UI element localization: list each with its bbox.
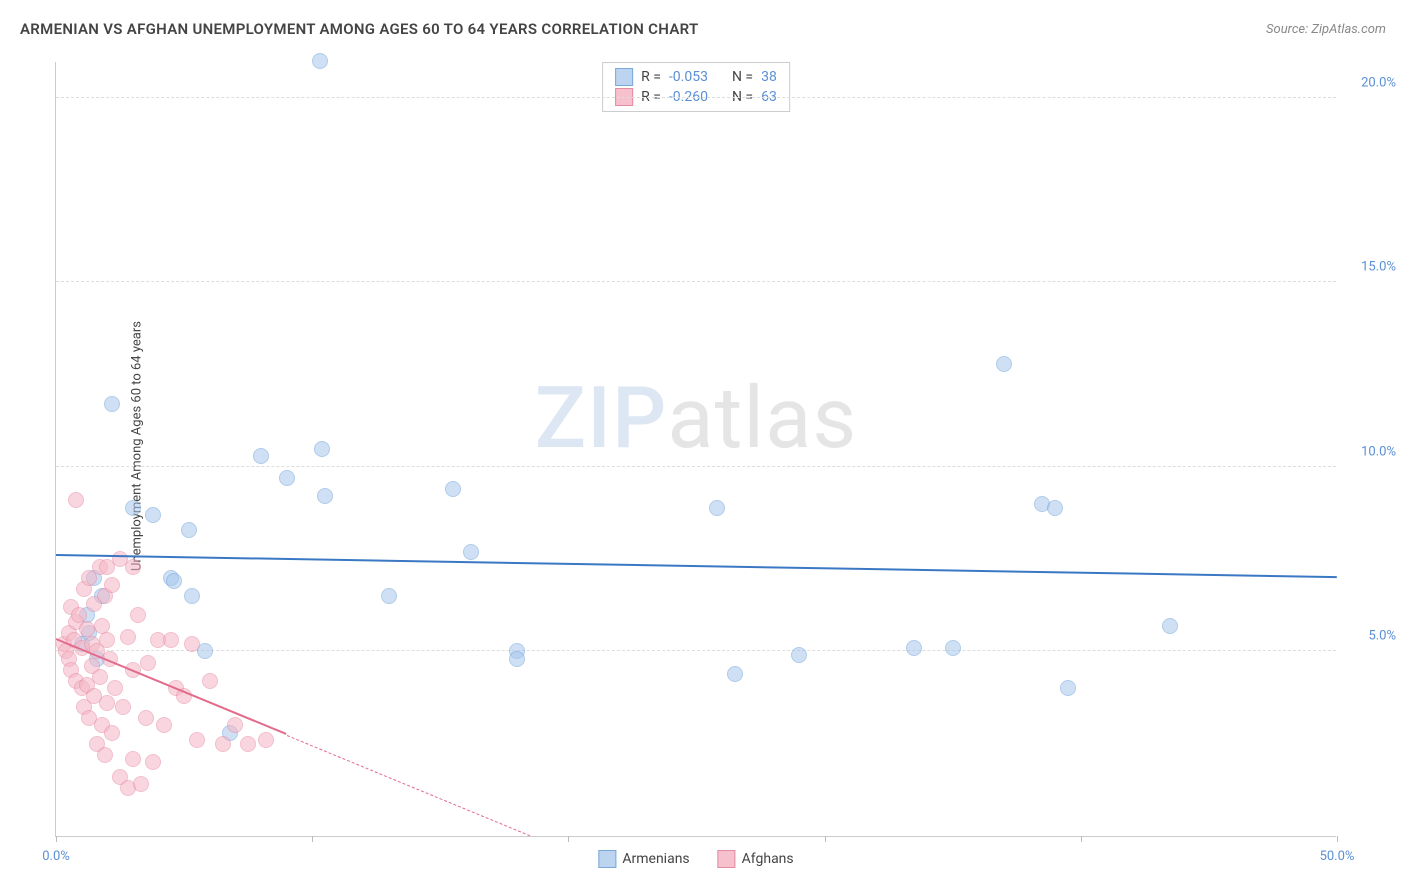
scatter-point [709,500,725,516]
scatter-point [71,607,87,623]
scatter-point [1047,500,1063,516]
scatter-point [445,481,461,497]
legend-swatch [598,850,616,868]
scatter-point [133,776,149,792]
x-tick [1081,836,1082,842]
scatter-point [107,680,123,696]
scatter-point [125,559,141,575]
y-tick-label: 5.0% [1368,629,1396,644]
scatter-point [99,695,115,711]
scatter-point [314,441,330,457]
watermark: ZIPatlas [535,368,857,468]
stats-r-label: R = [641,69,661,85]
scatter-point [163,632,179,648]
stats-legend: R =-0.053N =38R =-0.260N =63 [602,62,790,112]
x-tick [825,836,826,842]
scatter-point [184,636,200,652]
scatter-point [104,396,120,412]
trend-line [56,554,1337,578]
scatter-point [1060,680,1076,696]
watermark-zip: ZIP [535,368,668,468]
x-tick [56,836,57,842]
series-legend-item: Afghans [718,850,794,868]
scatter-point [381,588,397,604]
scatter-point [184,588,200,604]
scatter-point [240,736,256,752]
scatter-point [92,669,108,685]
stats-n-label: N = [732,69,753,85]
scatter-point [115,699,131,715]
x-tick-label: 50.0% [1320,849,1355,864]
scatter-point [120,629,136,645]
y-tick-label: 20.0% [1361,75,1396,90]
scatter-point [145,507,161,523]
gridline-h [56,97,1336,98]
scatter-point [215,736,231,752]
scatter-point [945,640,961,656]
gridline-h [56,650,1336,651]
scatter-point [104,577,120,593]
stats-r-value: -0.053 [669,69,708,85]
trend-line-extrapolated [286,735,530,836]
scatter-point [227,717,243,733]
series-legend-item: Armenians [598,850,689,868]
scatter-point [140,655,156,671]
plot-area: ZIPatlas R =-0.053N =38R =-0.260N =63 Ar… [55,62,1336,837]
gridline-h [56,466,1336,467]
scatter-point [1162,618,1178,634]
scatter-point [99,559,115,575]
scatter-point [202,673,218,689]
scatter-point [138,710,154,726]
x-tick [568,836,569,842]
scatter-point [791,647,807,663]
scatter-point [181,522,197,538]
scatter-point [509,651,525,667]
gridline-h [56,281,1336,282]
scatter-point [68,492,84,508]
scatter-point [104,725,120,741]
scatter-point [145,754,161,770]
scatter-point [189,732,205,748]
scatter-point [258,732,274,748]
y-tick-label: 10.0% [1361,444,1396,459]
series-legend: Armenians Afghans [598,850,793,868]
legend-swatch [615,68,633,86]
scatter-point [727,666,743,682]
scatter-point [317,488,333,504]
y-tick-label: 15.0% [1361,260,1396,275]
scatter-point [253,448,269,464]
scatter-point [279,470,295,486]
scatter-point [94,618,110,634]
chart-title: ARMENIAN VS AFGHAN UNEMPLOYMENT AMONG AG… [20,20,699,38]
scatter-point [996,356,1012,372]
watermark-atlas: atlas [667,368,857,468]
scatter-point [156,717,172,733]
scatter-point [125,500,141,516]
scatter-point [312,53,328,69]
series-legend-label: Afghans [742,851,794,867]
legend-swatch [718,850,736,868]
stats-n-value: 38 [761,69,777,85]
source-label: Source: ZipAtlas.com [1266,22,1386,37]
scatter-point [99,632,115,648]
scatter-point [130,607,146,623]
scatter-point [97,747,113,763]
x-tick-label: 0.0% [42,849,70,864]
series-legend-label: Armenians [622,851,689,867]
scatter-point [125,751,141,767]
x-tick [312,836,313,842]
x-tick [1337,836,1338,842]
stats-legend-row: R = -0.053 N = 38 [615,67,777,87]
scatter-point [166,573,182,589]
scatter-point [906,640,922,656]
scatter-point [79,621,95,637]
scatter-point [463,544,479,560]
